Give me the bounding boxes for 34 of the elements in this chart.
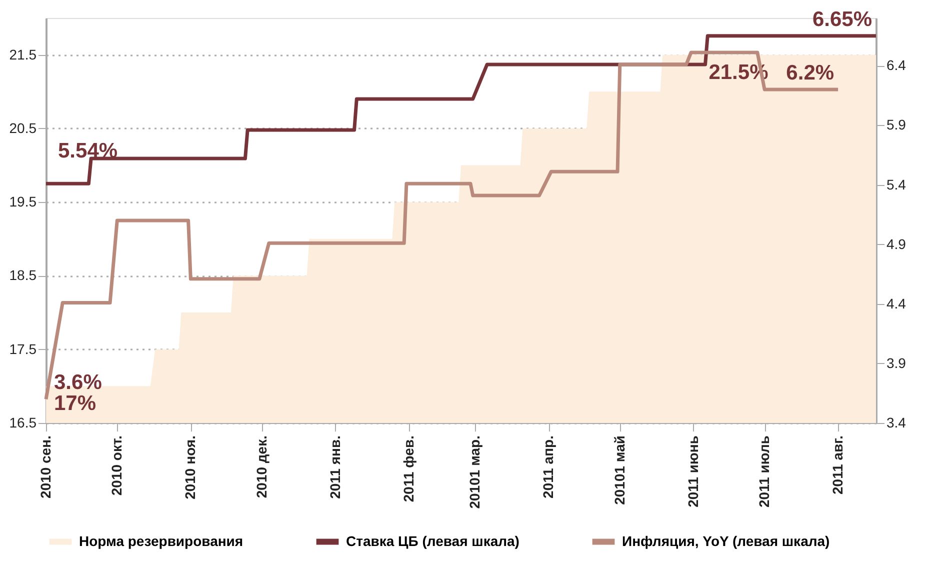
- y-tick-label: 17.5: [9, 340, 37, 357]
- y2-tick-label: 6.4: [886, 57, 906, 74]
- y2-tick-label: 3.4: [886, 414, 906, 430]
- legend-label: Норма резервирования: [79, 532, 244, 549]
- y-tick-label: 20.5: [9, 120, 37, 136]
- data-label: 17%: [54, 392, 96, 416]
- x-tick-label: 2011 июль: [756, 435, 772, 508]
- x-tick-label: 2010 ноя.: [182, 436, 198, 500]
- x-tick-label: 2010 сен.: [38, 436, 54, 498]
- legend-label: Ставка ЦБ (левая шкала): [346, 532, 520, 549]
- y-tick-label: 16.5: [9, 414, 37, 430]
- x-tick-label: 2011 фев.: [400, 436, 416, 502]
- x-tick-label: 2011 июнь: [684, 435, 701, 508]
- legend-label: Инфляция, YoY (левая шкала): [622, 532, 830, 549]
- x-tick-label: 20101 май: [611, 436, 628, 505]
- data-label: 6.65%: [812, 8, 872, 31]
- y2-tick-label: 4.4: [886, 295, 906, 312]
- data-label: 3.6%: [54, 371, 102, 394]
- data-label: 6.2%: [786, 61, 834, 84]
- x-tick-label: 2011 янв.: [326, 436, 343, 499]
- x-tick-label: 2010 окт.: [108, 436, 125, 496]
- y2-tick-label: 4.9: [886, 236, 906, 252]
- x-tick-label: 2011 апр.: [540, 436, 556, 498]
- x-tick-label: 2010 дек.: [253, 436, 270, 498]
- y2-tick-label: 5.9: [886, 116, 906, 133]
- y-tick-label: 19.5: [9, 194, 37, 210]
- y-tick-label: 21.5: [9, 46, 37, 62]
- x-tick-label: 20101 мар.: [466, 436, 483, 509]
- y2-tick-label: 5.4: [886, 176, 906, 192]
- x-tick-label: 2011 авг.: [830, 436, 846, 494]
- annotation: 5.54%: [58, 140, 118, 163]
- y2-tick-label: 3.9: [886, 354, 906, 371]
- line-series: [44, 34, 878, 186]
- y-tick-label: 18.5: [9, 267, 37, 284]
